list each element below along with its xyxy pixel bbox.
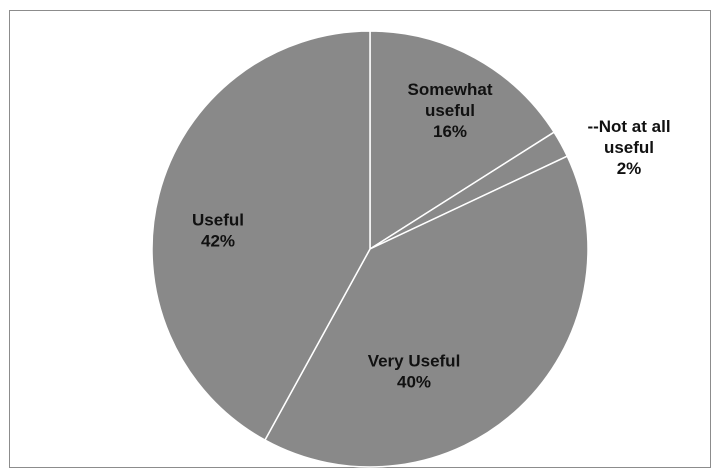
pie-slices [151,30,589,468]
slice-category-label: Very Useful [368,352,461,371]
slice-category-label: Somewhat [407,80,492,99]
pie-slice-2 [263,155,589,468]
slice-label-1: --Not at all useful 2% [587,117,670,178]
slice-category-label: useful [425,101,475,120]
slice-category-label: Useful [192,211,244,230]
slice-value-label: 42% [201,232,235,251]
pie-labels: Somewhat useful 16% --Not at all useful 2% Ver… [192,80,671,392]
slice-category-label: --Not at all [587,117,670,136]
slice-value-label: 40% [397,373,431,392]
slice-label-2: Very Useful 40% [368,352,461,392]
pie-slice-0 [369,30,556,251]
slice-category-label: useful [604,138,654,157]
slice-label-0: Somewhat useful 16% [407,80,492,141]
pie-slice-3 [151,30,371,442]
slice-label-3: Useful 42% [192,211,244,251]
slice-value-label: 2% [617,159,642,178]
slice-value-label: 16% [433,122,467,141]
